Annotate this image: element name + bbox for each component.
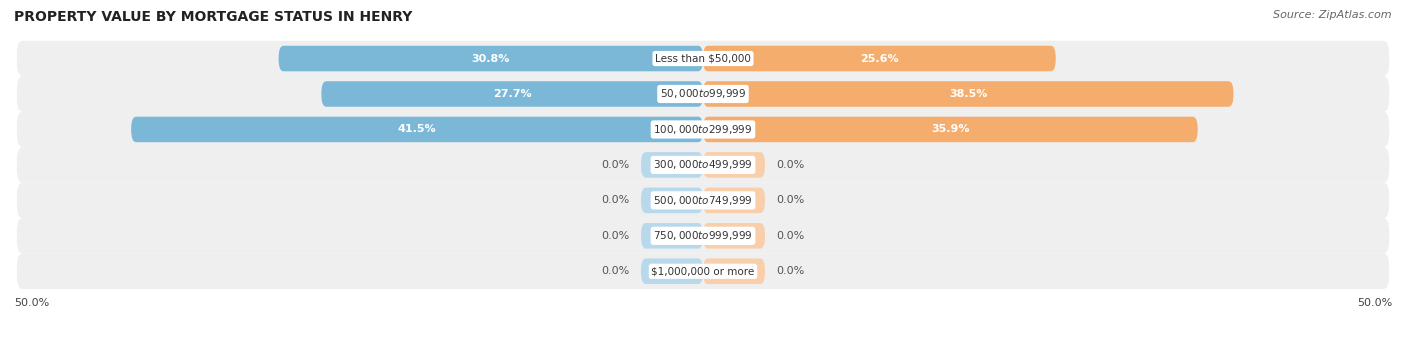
- Text: 0.0%: 0.0%: [776, 266, 804, 276]
- FancyBboxPatch shape: [322, 81, 703, 107]
- FancyBboxPatch shape: [131, 117, 703, 142]
- FancyBboxPatch shape: [703, 46, 1056, 71]
- Text: 0.0%: 0.0%: [602, 160, 630, 170]
- Text: Less than $50,000: Less than $50,000: [655, 53, 751, 64]
- Text: 0.0%: 0.0%: [602, 195, 630, 205]
- Text: $500,000 to $749,999: $500,000 to $749,999: [654, 194, 752, 207]
- Text: 25.6%: 25.6%: [860, 53, 898, 64]
- FancyBboxPatch shape: [703, 223, 765, 249]
- FancyBboxPatch shape: [17, 147, 1389, 183]
- Text: 50.0%: 50.0%: [1357, 298, 1392, 308]
- Text: 41.5%: 41.5%: [398, 124, 436, 134]
- Text: 38.5%: 38.5%: [949, 89, 987, 99]
- FancyBboxPatch shape: [17, 254, 1389, 289]
- FancyBboxPatch shape: [703, 258, 765, 284]
- Text: 0.0%: 0.0%: [776, 160, 804, 170]
- Text: $100,000 to $299,999: $100,000 to $299,999: [654, 123, 752, 136]
- Text: 27.7%: 27.7%: [494, 89, 531, 99]
- FancyBboxPatch shape: [641, 258, 703, 284]
- Text: $50,000 to $99,999: $50,000 to $99,999: [659, 87, 747, 101]
- Text: $1,000,000 or more: $1,000,000 or more: [651, 266, 755, 276]
- Text: $750,000 to $999,999: $750,000 to $999,999: [654, 229, 752, 242]
- FancyBboxPatch shape: [641, 152, 703, 178]
- FancyBboxPatch shape: [17, 41, 1389, 76]
- FancyBboxPatch shape: [17, 112, 1389, 147]
- Text: 0.0%: 0.0%: [602, 266, 630, 276]
- FancyBboxPatch shape: [641, 188, 703, 213]
- FancyBboxPatch shape: [703, 152, 765, 178]
- Text: 35.9%: 35.9%: [931, 124, 970, 134]
- FancyBboxPatch shape: [17, 183, 1389, 218]
- FancyBboxPatch shape: [17, 76, 1389, 112]
- Text: PROPERTY VALUE BY MORTGAGE STATUS IN HENRY: PROPERTY VALUE BY MORTGAGE STATUS IN HEN…: [14, 10, 412, 24]
- FancyBboxPatch shape: [17, 218, 1389, 254]
- Text: 0.0%: 0.0%: [602, 231, 630, 241]
- Text: 30.8%: 30.8%: [471, 53, 510, 64]
- FancyBboxPatch shape: [641, 223, 703, 249]
- FancyBboxPatch shape: [278, 46, 703, 71]
- FancyBboxPatch shape: [703, 188, 765, 213]
- Text: $300,000 to $499,999: $300,000 to $499,999: [654, 158, 752, 171]
- Text: 0.0%: 0.0%: [776, 195, 804, 205]
- Text: 0.0%: 0.0%: [776, 231, 804, 241]
- Text: Source: ZipAtlas.com: Source: ZipAtlas.com: [1274, 10, 1392, 20]
- FancyBboxPatch shape: [703, 117, 1198, 142]
- Text: 50.0%: 50.0%: [14, 298, 49, 308]
- FancyBboxPatch shape: [703, 81, 1233, 107]
